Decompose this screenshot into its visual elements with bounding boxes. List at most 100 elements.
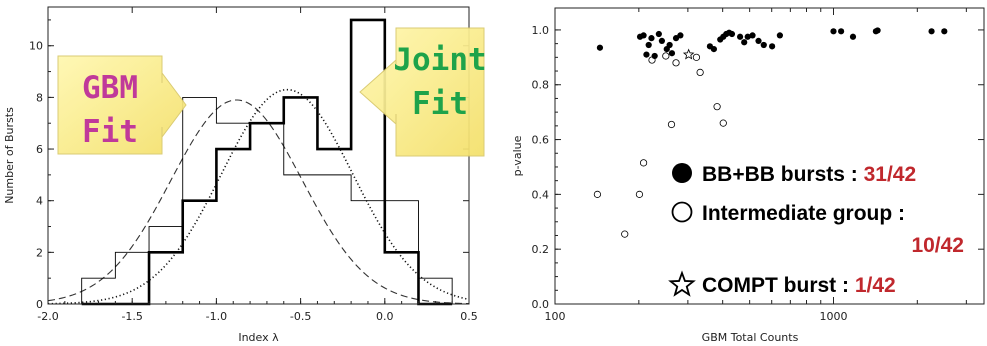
data-point-bbbb [596, 44, 604, 51]
data-point-bbbb [755, 37, 762, 44]
data-point-bbbb [710, 46, 717, 53]
histogram-y-axis-label: Number of Bursts [3, 107, 16, 204]
histogram-x-tick-label: -1.0 [206, 310, 227, 323]
data-point-intermediate [692, 53, 701, 61]
data-point-bbbb [677, 32, 684, 39]
data-point-bbbb [749, 32, 756, 39]
legend-label-text: BB+BB bursts : [702, 163, 864, 186]
scatter-x-tick-label: 1000 [819, 310, 847, 323]
scatter-y-tick-label: 1.0 [532, 24, 550, 37]
legend-label: COMPT burst : 1/42 [702, 274, 896, 297]
legend-marker-open-circle [671, 201, 693, 223]
histogram-y-tick-label: 4 [36, 195, 43, 208]
data-point-intermediate [639, 159, 648, 167]
data-point-bbbb [741, 39, 748, 46]
data-point-bbbb [648, 35, 655, 42]
data-point-intermediate [621, 230, 629, 238]
scatter-y-axis-label: p-value [511, 135, 524, 176]
histogram-y-tick-label: 0 [36, 298, 43, 311]
data-point-bbbb [830, 28, 837, 35]
legend-label: BB+BB bursts : 31/42 [702, 163, 916, 186]
data-point-intermediate [696, 68, 704, 77]
scatter-points [593, 27, 948, 238]
scatter-x-ticks: 100 1000 [545, 8, 967, 323]
histogram-y-tick-label: 2 [36, 246, 43, 259]
callout-text-line: Fit [82, 114, 138, 150]
data-point-intermediate [648, 56, 656, 64]
histogram-thin [81, 96, 453, 304]
scatter-y-tick-label: 0.8 [532, 79, 550, 92]
data-point-bbbb [651, 52, 658, 60]
histogram-x-tick-label: -1.5 [121, 310, 142, 323]
histogram-x-tick-label: -2.0 [37, 310, 58, 323]
data-point-bbbb [776, 32, 783, 39]
data-point-bbbb [760, 41, 767, 49]
data-point-bbbb [736, 33, 744, 40]
fit-curve-dashed [47, 99, 470, 305]
callout-text-line: Joint [393, 42, 486, 78]
histogram-x-tick-label: -0.5 [290, 310, 311, 323]
scatter-legend: BB+BB bursts : 31/42 Intermediate group :… [668, 163, 964, 297]
data-point-intermediate [719, 119, 727, 127]
data-point-bbbb [658, 37, 665, 44]
data-point-bbbb [769, 43, 776, 50]
histogram-series [81, 18, 453, 306]
data-point-bbbb [640, 32, 647, 39]
legend-marker-filled-circle [672, 163, 692, 183]
data-point-intermediate [667, 120, 676, 129]
histogram-panel: -2.0 -1.5 -1.0 -0.5 0.0 0.5 0 2 4 6 8 10 Index λ N… [3, 6, 487, 344]
callout-joint-fit: Joint Fit [359, 27, 487, 157]
callout-gbm-fit: GBM Fit [57, 55, 187, 155]
scatter-y-ticks: 0.0 0.2 0.4 0.6 0.8 1.0 [532, 24, 984, 311]
data-point-compt [682, 48, 695, 60]
histogram-fit-curves [47, 88, 470, 305]
scatter-panel: 100 1000 0.0 0.2 0.4 0.6 0.8 1.0 GBM Total Cou… [511, 7, 985, 344]
legend-value: 31/42 [864, 163, 917, 186]
histogram-y-tick-label: 8 [36, 91, 43, 104]
legend-value: 10/42 [911, 234, 964, 257]
scatter-plot-frame [554, 7, 985, 305]
scatter-x-axis-label: GBM Total Counts [702, 331, 799, 344]
data-point-bbbb [666, 41, 673, 49]
data-point-intermediate [672, 59, 680, 67]
histogram-y-tick-label: 10 [29, 40, 43, 53]
data-point-bbbb [668, 50, 676, 57]
data-point-intermediate [713, 103, 721, 111]
data-point-intermediate [635, 190, 644, 198]
legend-item: BB+BB bursts : 31/42 [672, 163, 916, 186]
legend-item: Intermediate group : 10/42 [671, 201, 964, 257]
data-point-bbbb [643, 51, 650, 58]
scatter-y-tick-label: 0.0 [532, 298, 550, 311]
callout-shape [57, 55, 187, 155]
histogram-annotations: GBM Fit Joint Fit [57, 27, 487, 157]
data-point-bbbb [645, 41, 652, 49]
callout-text-line: GBM [82, 70, 138, 106]
scatter-y-tick-label: 0.6 [532, 134, 550, 147]
data-point-bbbb [928, 28, 935, 35]
scatter-y-tick-label: 0.2 [532, 243, 550, 256]
histogram-x-tick-label: 0.5 [460, 310, 478, 323]
data-point-bbbb [874, 27, 881, 34]
histogram-x-ticks: -2.0 -1.5 -1.0 -0.5 0.0 0.5 [37, 7, 478, 323]
histogram-x-tick-label: 0.0 [376, 310, 394, 323]
histogram-y-tick-label: 6 [36, 143, 43, 156]
data-point-intermediate [662, 52, 670, 60]
data-point-bbbb [941, 28, 948, 35]
scatter-y-tick-label: 0.4 [532, 188, 550, 201]
data-point-bbbb [655, 30, 662, 38]
legend-value: 1/42 [855, 274, 896, 297]
callout-shape [359, 27, 485, 157]
callout-text-line: Fit [412, 86, 468, 122]
legend-item: COMPT burst : 1/42 [668, 270, 896, 297]
data-point-bbbb [838, 28, 845, 35]
data-point-bbbb [728, 30, 736, 38]
data-point-intermediate [593, 190, 602, 198]
histogram-x-axis-label: Index λ [238, 331, 279, 344]
legend-label-text: COMPT burst : [702, 274, 855, 297]
data-point-bbbb [744, 33, 751, 40]
data-point-bbbb [849, 33, 857, 40]
legend-label: Intermediate group : [702, 202, 905, 225]
legend-marker-open-star [668, 270, 696, 297]
scatter-x-tick-label: 100 [545, 310, 566, 323]
